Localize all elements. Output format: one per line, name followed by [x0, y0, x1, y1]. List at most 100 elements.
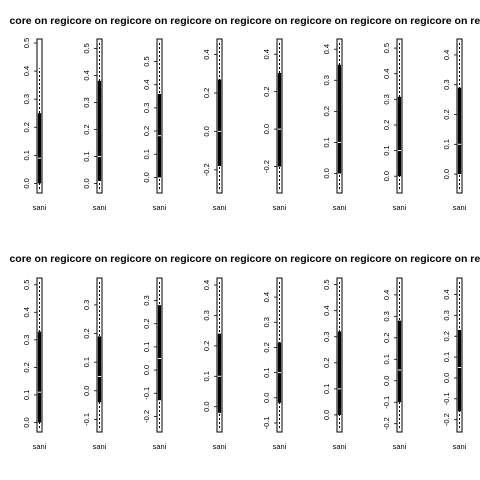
plot-frame — [336, 277, 343, 433]
y-tick-label: 0.2 — [22, 122, 31, 132]
y-tick-label: 0.0 — [82, 386, 91, 396]
panel-title: core on regi — [369, 15, 429, 27]
y-tick-label: 0.1 — [82, 357, 91, 367]
y-tick-label: 0.0 — [82, 178, 91, 188]
panel-title: core on regi — [69, 253, 129, 265]
panel-2: core on regi 0.0 0.1 0.2 0.3 0.4 0.5 sani — [69, 15, 129, 212]
panel-title: core on regi — [189, 253, 249, 265]
y-tick-label: -0.1 — [82, 413, 91, 426]
y-tick-label: 0.1 — [442, 139, 451, 149]
category-label: sani — [93, 203, 107, 212]
panel-16: core on regi -0.2 -0.1 0.0 0.1 0.2 0.3 0.4 sani — [429, 253, 480, 451]
plot-frame — [456, 38, 463, 194]
y-tick-label: 0.4 — [22, 307, 31, 317]
y-tick-label: 0.4 — [442, 289, 451, 299]
panel-title: core on regi — [249, 253, 309, 265]
y-tick-label: 0.1 — [322, 137, 331, 147]
y-tick-label: 0.4 — [262, 49, 271, 59]
y-tick-label: 0.4 — [202, 280, 211, 290]
y-tick-label: 0.2 — [142, 126, 151, 136]
y-tick-label: -0.1 — [142, 387, 151, 400]
box — [97, 336, 102, 403]
y-tick-label: 0.0 — [382, 376, 391, 386]
y-tick-label: 0.2 — [442, 331, 451, 341]
y-tick-label: 0.4 — [262, 292, 271, 302]
panel-title: core on regi — [9, 15, 69, 27]
plot-frame — [96, 38, 103, 194]
y-tick-label: 0.2 — [22, 362, 31, 372]
box — [217, 79, 222, 166]
box — [37, 331, 42, 423]
y-tick-label: 0.2 — [382, 333, 391, 343]
y-tick-label: 0.5 — [322, 279, 331, 289]
panel-10: core on regi -0.1 0.0 0.1 0.2 0.3 sani — [69, 253, 129, 451]
y-tick-label: 0.1 — [262, 367, 271, 377]
y-tick-label: 0.3 — [22, 94, 31, 104]
plot-frame — [396, 277, 403, 433]
y-tick-label: 0.0 — [202, 126, 211, 136]
y-tick-label: 0.0 — [202, 401, 211, 411]
box — [157, 305, 162, 401]
plot-frame — [156, 277, 163, 433]
panel-title: core on regi — [9, 253, 69, 265]
y-tick-label: 0.1 — [382, 145, 391, 155]
box — [37, 113, 42, 184]
y-tick-label: 0.0 — [382, 171, 391, 181]
y-tick-label: 0.2 — [382, 120, 391, 130]
y-tick-label: -0.2 — [382, 417, 391, 430]
category-label: sani — [33, 203, 47, 212]
y-tick-label: 0.2 — [202, 88, 211, 98]
y-tick-label: 0.0 — [262, 393, 271, 403]
panel-title: core on regi — [309, 15, 369, 27]
panel-title: core on regi — [369, 253, 429, 265]
y-tick-label: 0.0 — [142, 365, 151, 375]
y-tick-label: -0.2 — [142, 410, 151, 423]
y-tick-label: 0.3 — [322, 75, 331, 85]
y-tick-label: 0.4 — [322, 305, 331, 315]
y-tick-label: 0.0 — [442, 169, 451, 179]
y-tick-label: 0.1 — [142, 342, 151, 352]
plot-frame — [336, 38, 343, 194]
y-tick-label: 0.0 — [142, 172, 151, 182]
panel-8: core on regi 0.0 0.1 0.2 0.3 0.4 sani — [429, 15, 480, 212]
y-tick-label: 0.2 — [442, 109, 451, 119]
plot-frame — [36, 277, 43, 433]
y-tick-label: 0.1 — [442, 352, 451, 362]
y-tick-label: 0.2 — [82, 124, 91, 134]
y-tick-label: 0.3 — [82, 97, 91, 107]
plot-frame — [36, 38, 43, 194]
y-tick-label: 0.0 — [322, 168, 331, 178]
panel-7: core on regi 0.0 0.1 0.2 0.3 0.4 0.5 sani — [369, 15, 429, 212]
category-label: sani — [453, 442, 467, 451]
y-tick-label: 0.4 — [142, 79, 151, 89]
panel-title: core on regi — [429, 253, 480, 265]
category-label: sani — [333, 442, 347, 451]
y-tick-label: 0.3 — [82, 300, 91, 310]
panel-5: core on regi -0.2 0.0 0.2 0.4 sani — [249, 15, 309, 212]
box — [457, 329, 462, 412]
box — [97, 80, 102, 181]
panel-title: core on regi — [129, 253, 189, 265]
panel-9: core on regi 0.0 0.1 0.2 0.3 0.4 0.5 sani — [9, 253, 69, 451]
y-tick-label: 0.3 — [202, 310, 211, 320]
y-tick-label: 0.4 — [442, 50, 451, 60]
y-tick-label: 0.5 — [142, 56, 151, 66]
box — [397, 96, 402, 177]
y-tick-label: 0.4 — [82, 70, 91, 80]
category-label: sani — [273, 442, 287, 451]
y-tick-label: 0.4 — [22, 66, 31, 76]
y-tick-label: 0.3 — [142, 295, 151, 305]
plot-frame — [216, 38, 223, 194]
y-tick-label: 0.0 — [22, 417, 31, 427]
y-tick-label: 0.3 — [322, 332, 331, 342]
y-tick-label: 0.3 — [442, 310, 451, 320]
y-tick-label: 0.0 — [262, 124, 271, 134]
plot-frame — [96, 277, 103, 433]
panel-title: core on regi — [249, 15, 309, 27]
panel-title: core on regi — [429, 15, 480, 27]
panel-6: core on regi 0.0 0.1 0.2 0.3 0.4 sani — [309, 15, 369, 212]
panel-11: core on regi -0.2 -0.1 0.0 0.1 0.2 0.3 sani — [129, 253, 189, 451]
y-tick-label: 0.2 — [262, 86, 271, 96]
y-tick-label: 0.1 — [202, 371, 211, 381]
